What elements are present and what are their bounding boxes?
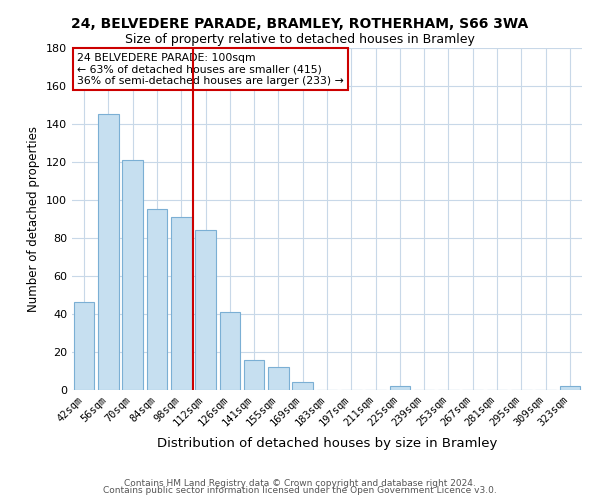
Y-axis label: Number of detached properties: Number of detached properties (28, 126, 40, 312)
Bar (560, 386, 580, 390)
Text: 24, BELVEDERE PARADE, BRAMLEY, ROTHERHAM, S66 3WA: 24, BELVEDERE PARADE, BRAMLEY, ROTHERHAM… (71, 18, 529, 32)
Bar (74, 302, 94, 390)
Text: Contains public sector information licensed under the Open Government Licence v3: Contains public sector information licen… (103, 486, 497, 495)
Bar (122, 160, 143, 390)
Bar (268, 367, 289, 390)
Bar (389, 386, 410, 390)
Text: 24 BELVEDERE PARADE: 100sqm
← 63% of detached houses are smaller (415)
36% of se: 24 BELVEDERE PARADE: 100sqm ← 63% of det… (77, 52, 344, 86)
Text: Size of property relative to detached houses in Bramley: Size of property relative to detached ho… (125, 32, 475, 46)
Bar (171, 217, 191, 390)
Bar (220, 312, 240, 390)
Bar (292, 382, 313, 390)
Text: Contains HM Land Registry data © Crown copyright and database right 2024.: Contains HM Land Registry data © Crown c… (124, 478, 476, 488)
Bar (244, 360, 265, 390)
Bar (195, 230, 216, 390)
Bar (98, 114, 119, 390)
X-axis label: Distribution of detached houses by size in Bramley: Distribution of detached houses by size … (157, 437, 497, 450)
Bar (146, 209, 167, 390)
